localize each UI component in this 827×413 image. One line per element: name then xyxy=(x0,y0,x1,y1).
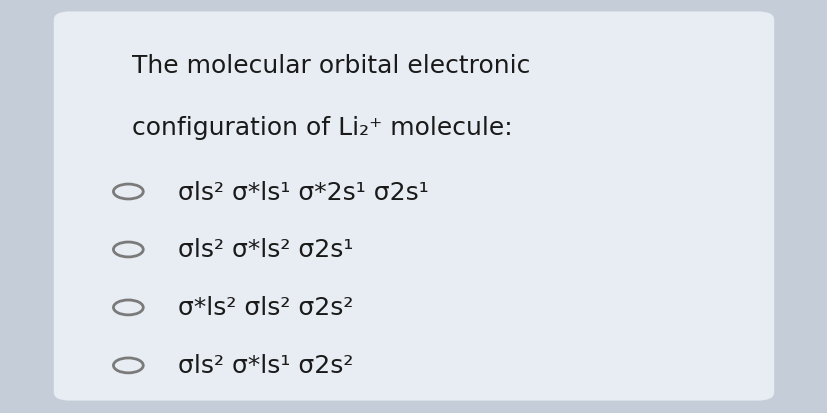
Text: The molecular orbital electronic: The molecular orbital electronic xyxy=(132,54,530,78)
Text: σls² σ*ls¹ σ*2s¹ σ2s¹: σls² σ*ls¹ σ*2s¹ σ2s¹ xyxy=(178,180,428,204)
Text: σls² σ*ls² σ2s¹: σls² σ*ls² σ2s¹ xyxy=(178,238,353,262)
Text: σ*ls² σls² σ2s²: σ*ls² σls² σ2s² xyxy=(178,296,353,320)
Text: σls² σ*ls¹ σ2s²: σls² σ*ls¹ σ2s² xyxy=(178,354,353,377)
Text: configuration of Li₂⁺ molecule:: configuration of Li₂⁺ molecule: xyxy=(132,116,513,140)
